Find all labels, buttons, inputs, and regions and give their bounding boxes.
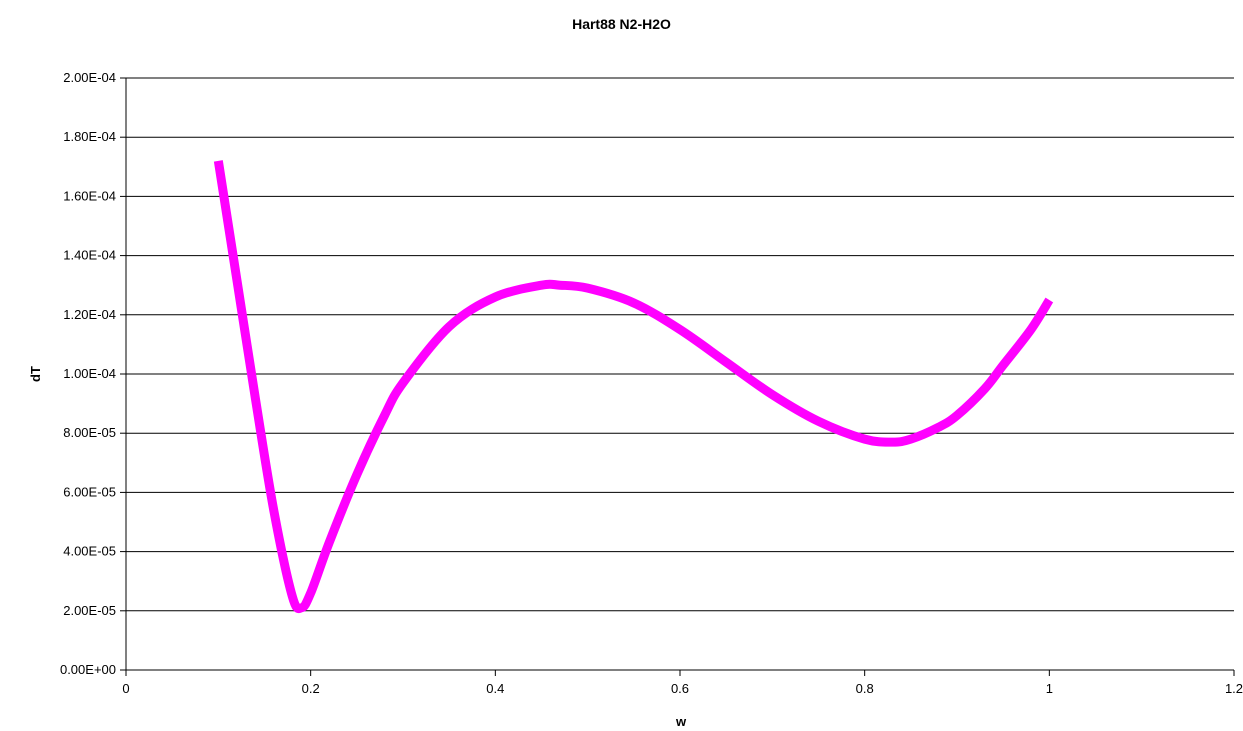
x-axis-title: w [675, 714, 687, 729]
y-tick-label: 1.40E-04 [63, 248, 116, 263]
tick-labels: 0.00E+00 2.00E-05 4.00E-05 6.00E-05 8.00E-05… [60, 70, 1243, 696]
y-axis-title: dT [28, 366, 43, 382]
x-tick-label: 0.6 [671, 681, 689, 696]
y-tick-label: 1.80E-04 [63, 129, 116, 144]
x-tick-label: 0.8 [856, 681, 874, 696]
chart-title: Hart88 N2-H2O [572, 16, 671, 32]
y-tick-label: 2.00E-05 [63, 603, 116, 618]
y-tick-label: 1.60E-04 [63, 188, 116, 203]
axes [120, 77, 1235, 676]
y-tick-label: 8.00E-05 [63, 425, 116, 440]
series-line [213, 160, 1054, 614]
x-tick-label: 0.4 [486, 681, 504, 696]
x-tick-label: 0.2 [302, 681, 320, 696]
gridlines [126, 77, 1234, 612]
y-tick-label: 1.00E-04 [63, 366, 116, 381]
series-layer [213, 160, 1054, 614]
y-tick-label: 2.00E-04 [63, 70, 116, 85]
y-tick-label: 6.00E-05 [63, 484, 116, 499]
x-tick-label: 1.2 [1225, 681, 1243, 696]
y-tick-label: 1.20E-04 [63, 307, 116, 322]
y-tick-label: 0.00E+00 [60, 662, 116, 677]
x-tick-label: 1 [1046, 681, 1053, 696]
y-tick-label: 4.00E-05 [63, 544, 116, 559]
x-tick-label: 0 [122, 681, 129, 696]
